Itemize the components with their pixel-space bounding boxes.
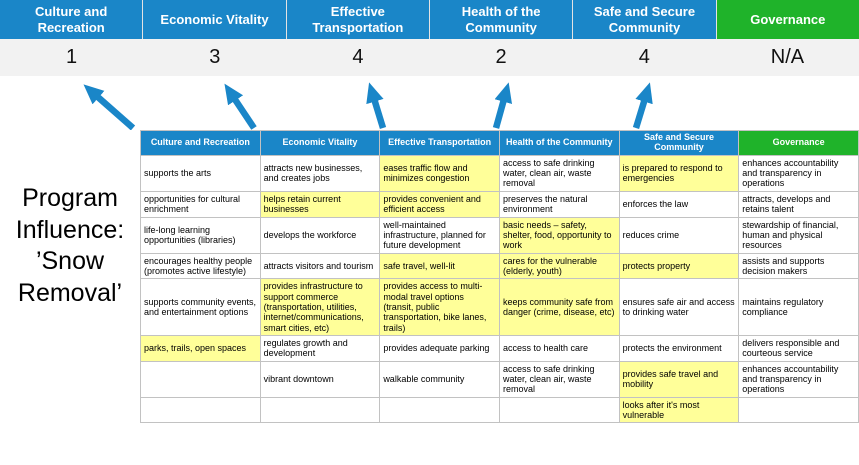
- table-cell: [379, 396, 500, 424]
- table-row: opportunities for cultural enrichment hel…: [140, 190, 859, 218]
- table-cell: attracts, develops and retains talent: [738, 190, 859, 218]
- table-cell: protects the environment: [618, 334, 740, 362]
- table-cell: parks, trails, open spaces: [140, 334, 261, 362]
- summary-header-row: Culture and Recreation Economic Vitality…: [0, 0, 859, 39]
- column-header-transportation: Effective Transportation: [379, 130, 500, 156]
- table-cell: [140, 396, 261, 424]
- influence-table-wrap: Culture and Recreation Economic Vitality…: [140, 130, 859, 424]
- table-cell: protects property: [618, 252, 740, 280]
- table-cell: is prepared to respond to emergencies: [618, 154, 740, 192]
- table-cell: walkable community: [379, 360, 500, 398]
- column-header-culture: Culture and Recreation: [140, 130, 261, 156]
- summary-header-safety: Safe and Secure Community: [573, 0, 717, 39]
- summary-header-health: Health of the Community: [429, 0, 574, 39]
- table-cell: life-long learning opportunities (librar…: [140, 216, 261, 254]
- influence-table-body: supports the arts attracts new businesses…: [140, 154, 859, 424]
- table-cell: safe travel, well-lit: [379, 252, 500, 280]
- table-cell: access to safe drinking water, clean air…: [498, 154, 620, 192]
- page-title: Program Influence: ’Snow Removal’: [15, 184, 125, 307]
- table-cell: [738, 396, 859, 424]
- table-cell: looks after it's most vulnerable: [618, 396, 740, 424]
- table-cell: attracts new businesses, and creates job…: [259, 154, 381, 192]
- table-row: supports the arts attracts new businesses…: [140, 154, 859, 192]
- table-cell: enforces the law: [618, 190, 740, 218]
- table-cell: maintains regulatory compliance: [738, 278, 859, 336]
- table-cell: provides convenient and efficient access: [379, 190, 500, 218]
- table-row: vibrant downtown walkable community access…: [140, 360, 859, 398]
- table-cell: [259, 396, 381, 424]
- table-cell: assists and supports decision makers: [738, 252, 859, 280]
- score-culture: 1: [66, 46, 78, 68]
- up-arrow-icon: [366, 82, 387, 129]
- column-header-governance: Governance: [738, 130, 859, 156]
- summary-score-row: 1 3 4 2 4 N/A: [0, 39, 859, 76]
- up-arrow-icon: [224, 83, 257, 130]
- score-transportation: 4: [352, 46, 364, 68]
- up-arrow-icon: [632, 82, 653, 129]
- summary-header-transportation: Effective Transportation: [286, 0, 430, 39]
- table-header-row: Culture and Recreation Economic Vitality…: [140, 130, 859, 156]
- table-cell: encourages healthy people (promotes acti…: [140, 252, 261, 280]
- score-safety: 4: [638, 46, 650, 68]
- table-cell: enhances accountability and transparency…: [738, 154, 859, 192]
- table-cell: ensures safe air and access to drinking …: [618, 278, 740, 336]
- table-cell: reduces crime: [618, 216, 740, 254]
- table-cell: vibrant downtown: [259, 360, 381, 398]
- table-cell: supports the arts: [140, 154, 261, 192]
- table-row: looks after it's most vulnerable: [140, 396, 859, 424]
- table-cell: cares for the vulnerable (elderly, youth…: [498, 252, 620, 280]
- table-cell: stewardship of financial, human and phys…: [738, 216, 859, 254]
- summary-header-economic: Economic Vitality: [143, 0, 287, 39]
- summary-header-governance: Governance: [716, 0, 859, 39]
- table-cell: regulates growth and development: [259, 334, 381, 362]
- table-cell: provides infrastructure to support comme…: [259, 278, 381, 336]
- table-cell: keeps community safe from danger (crime,…: [498, 278, 620, 336]
- table-cell: delivers responsible and courteous servi…: [738, 334, 859, 362]
- column-header-safety: Safe and Secure Community: [618, 130, 740, 156]
- table-cell: basic needs – safety, shelter, food, opp…: [498, 216, 620, 254]
- column-header-health: Health of the Community: [498, 130, 620, 156]
- table-cell: preserves the natural environment: [498, 190, 620, 218]
- score-health: 2: [495, 46, 507, 68]
- up-arrow-icon: [492, 82, 512, 129]
- table-row: encourages healthy people (promotes acti…: [140, 252, 859, 280]
- table-cell: helps retain current businesses: [259, 190, 381, 218]
- influence-table: Culture and Recreation Economic Vitality…: [140, 130, 859, 424]
- table-cell: [140, 360, 261, 398]
- table-row: parks, trails, open spaces regulates grow…: [140, 334, 859, 362]
- score-governance: N/A: [770, 46, 805, 68]
- influence-table-head: Culture and Recreation Economic Vitality…: [140, 130, 859, 156]
- arrows-group: [83, 82, 653, 130]
- table-cell: [498, 396, 620, 424]
- up-arrow-icon: [83, 84, 136, 130]
- table-cell: provides adequate parking: [379, 334, 500, 362]
- table-cell: develops the workforce: [259, 216, 381, 254]
- score-economic: 3: [209, 46, 221, 68]
- table-row: life-long learning opportunities (librar…: [140, 216, 859, 254]
- summary-header-culture: Culture and Recreation: [0, 0, 144, 39]
- column-header-economic: Economic Vitality: [259, 130, 381, 156]
- table-cell: opportunities for cultural enrichment: [140, 190, 261, 218]
- table-cell: provides safe travel and mobility: [618, 360, 740, 398]
- table-cell: attracts visitors and tourism: [259, 252, 381, 280]
- table-cell: supports community events, and entertain…: [140, 278, 261, 336]
- table-cell: well-maintained infrastructure, planned …: [379, 216, 500, 254]
- table-cell: eases traffic flow and minimizes congest…: [379, 154, 500, 192]
- table-cell: access to health care: [498, 334, 620, 362]
- table-row: supports community events, and entertain…: [140, 278, 859, 336]
- table-cell: enhances accountability and transparency…: [738, 360, 859, 398]
- table-cell: provides access to multi-modal travel op…: [379, 278, 500, 336]
- table-cell: access to safe drinking water, clean air…: [498, 360, 620, 398]
